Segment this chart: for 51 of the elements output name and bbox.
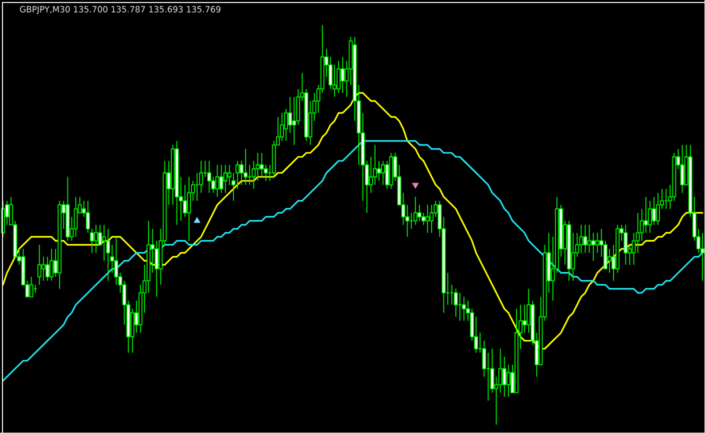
- candlestick: [211, 176, 216, 194]
- candlestick: [591, 232, 596, 262]
- candlestick: [506, 364, 510, 398]
- chart-title: GBPJPY,M30 135.700 135.787 135.693 135.769: [20, 6, 220, 14]
- candlestick: [583, 224, 588, 254]
- candlestick: [405, 204, 410, 238]
- candlestick: [595, 232, 600, 254]
- candlestick: [680, 144, 684, 194]
- candlestick: [94, 224, 98, 254]
- candlestick: [377, 160, 381, 182]
- candlestick: [413, 196, 418, 226]
- candlestick: [74, 196, 78, 238]
- candlestick: [636, 212, 640, 254]
- candlestick: [260, 152, 264, 178]
- candlestick: [215, 164, 220, 198]
- candlestick: [430, 204, 434, 234]
- candlestick: [336, 60, 341, 94]
- candlestick: [256, 152, 260, 182]
- candlestick: [462, 296, 466, 322]
- candlestick: [652, 196, 656, 226]
- candlestick: [418, 204, 422, 222]
- candlestick: [46, 256, 50, 282]
- candlestick: [579, 224, 584, 254]
- candlestick: [37, 244, 42, 286]
- candlestick: [587, 224, 592, 254]
- candlestick: [644, 196, 648, 234]
- candlestick: [700, 232, 704, 282]
- candlestick: [340, 56, 345, 94]
- candlestick: [106, 228, 110, 282]
- candlestick: [426, 204, 430, 234]
- candlestick: [648, 200, 652, 234]
- candlestick: [41, 256, 46, 282]
- candlestick: [50, 248, 54, 282]
- candlestick: [219, 164, 224, 194]
- candlestick: [244, 148, 248, 186]
- candlestick: [608, 248, 612, 274]
- candlestick: [223, 164, 228, 194]
- candlestick: [454, 288, 458, 318]
- candlestick: [632, 232, 636, 266]
- candlestick: [207, 160, 212, 194]
- candlestick: [280, 112, 284, 142]
- candlestick: [381, 160, 386, 186]
- candlestick: [656, 192, 660, 226]
- candlestick: [264, 164, 268, 182]
- candlestick: [624, 224, 628, 266]
- candlestick: [187, 176, 191, 242]
- candlestick: [385, 160, 390, 190]
- candlestick: [498, 348, 502, 394]
- candlestick: [502, 356, 506, 398]
- candlestick: [252, 160, 256, 190]
- candlestick: [522, 304, 527, 334]
